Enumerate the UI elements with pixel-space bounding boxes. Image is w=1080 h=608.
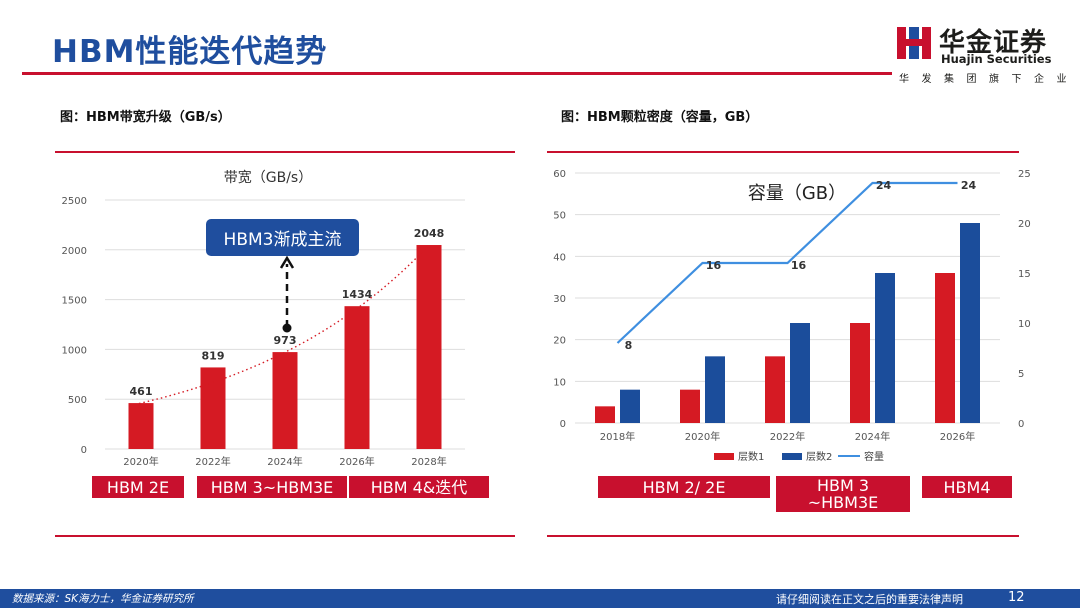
generation-label-hbm4-right: HBM4 [922,476,1012,498]
y2-tick-label: 20 [1018,219,1031,230]
generation-label-hbm2: HBM 2/ 2E [598,476,770,498]
y2-tick-label: 10 [1018,319,1031,330]
callout-arrow-head [279,255,295,269]
layer2-bar [875,273,895,423]
page-title: HBM性能迭代趋势 [52,34,328,70]
chart-title: 带宽（GB/s） [224,169,312,186]
bandwidth-bar [200,367,226,449]
callout-dot [282,323,292,333]
bandwidth-bar [416,245,442,449]
bar-value-label: 819 [202,349,225,362]
x-tick-label: 2026年 [339,455,374,468]
figure-rule-right-top [547,151,1019,153]
layer1-bar [765,356,785,423]
layer1-bar [850,323,870,423]
layer2-bar [620,389,640,423]
layer1-bar [935,273,955,423]
x-tick-label: 2022年 [195,455,230,468]
brand-tagline: 华发集团旗下企业 [899,74,1079,85]
y-tick-label: 40 [553,252,566,263]
capacity-data-label: 16 [791,259,807,272]
x-tick-label: 2020年 [123,455,158,468]
title-divider [22,72,892,75]
bar-value-label: 1434 [342,288,373,301]
legal-notice: 请仔细阅读在正文之后的重要法律声明 [776,593,963,606]
y2-tick-label: 5 [1018,369,1024,380]
y-tick-label: 30 [553,294,566,305]
layer1-bar [680,389,700,423]
y2-tick-label: 0 [1018,419,1024,430]
x-tick-label: 2020年 [685,430,720,443]
y-tick-label: 500 [68,395,87,406]
y-tick-label: 50 [553,211,566,222]
figure-title-bandwidth: 图：HBM带宽升级（GB/s） [60,110,231,125]
bandwidth-bar [272,352,298,449]
layer2-bar [790,323,810,423]
figure-rule-right-bottom [547,535,1019,537]
y-tick-label: 1000 [62,345,87,356]
y-tick-label: 20 [553,336,566,347]
bar-value-label: 973 [274,334,297,347]
bandwidth-bar [128,403,154,449]
page-number: 12 [1008,590,1025,605]
x-tick-label: 2024年 [267,455,302,468]
y-tick-label: 0 [560,419,566,430]
x-tick-label: 2024年 [855,430,890,443]
figure-rule-left-bottom [55,535,515,537]
x-tick-label: 2028年 [411,455,446,468]
chart-title: 容量（GB） [748,183,846,204]
bar-value-label: 461 [130,385,153,398]
y-tick-label: 10 [553,377,566,388]
y-tick-label: 1500 [62,296,87,307]
generation-label-hbm4: HBM 4&迭代 [349,476,489,498]
x-tick-label: 2018年 [600,430,635,443]
y2-tick-label: 15 [1018,269,1031,280]
y-tick-label: 2500 [62,196,87,207]
bar-value-label: 2048 [414,227,445,240]
legend-swatch-layer1 [714,453,734,460]
legend-swatch-layer2 [782,453,802,460]
capacity-line [616,181,958,344]
figure-rule-left-top [55,151,515,153]
brand-block: 华金证券 Huajin Securities 华发集团旗下企业 [893,20,1068,90]
capacity-data-label: 8 [625,339,633,352]
huajin-logo-icon [895,24,933,62]
data-source: 数据来源：SK海力士，华金证券研究所 [12,593,194,605]
capacity-data-label: 24 [961,179,977,192]
generation-label-hbm3-right: HBM 3 ~HBM3E [776,476,910,512]
capacity-data-label: 16 [706,259,722,272]
y-tick-label: 2000 [62,246,87,257]
layer2-bar [960,223,980,423]
legend-label-capacity: 容量 [864,450,884,463]
legend-label-layer1: 层数1 [738,450,764,463]
trend-curve [130,244,430,407]
y-tick-label: 60 [553,169,566,180]
y2-tick-label: 25 [1018,169,1031,180]
y-tick-label: 0 [81,445,87,456]
layer2-bar [705,356,725,423]
figure-title-density: 图：HBM颗粒密度（容量，GB） [561,110,759,125]
generation-label-hbm3: HBM 3~HBM3E [197,476,347,498]
brand-name: 华金证券 [939,28,1048,58]
legend-label-layer2: 层数2 [806,450,832,463]
footer-bar: 数据来源：SK海力士，华金证券研究所 请仔细阅读在正文之后的重要法律声明 12 [0,589,1080,608]
layer1-bar [595,406,615,423]
brand-name-en: Huajin Securities [941,52,1052,66]
hbm3-mainstream-callout: HBM3渐成主流 [206,219,359,256]
x-tick-label: 2026年 [940,430,975,443]
generation-label-hbm2e: HBM 2E [92,476,184,498]
x-tick-label: 2022年 [770,430,805,443]
bandwidth-bar [344,306,370,449]
capacity-data-label: 24 [876,179,892,192]
